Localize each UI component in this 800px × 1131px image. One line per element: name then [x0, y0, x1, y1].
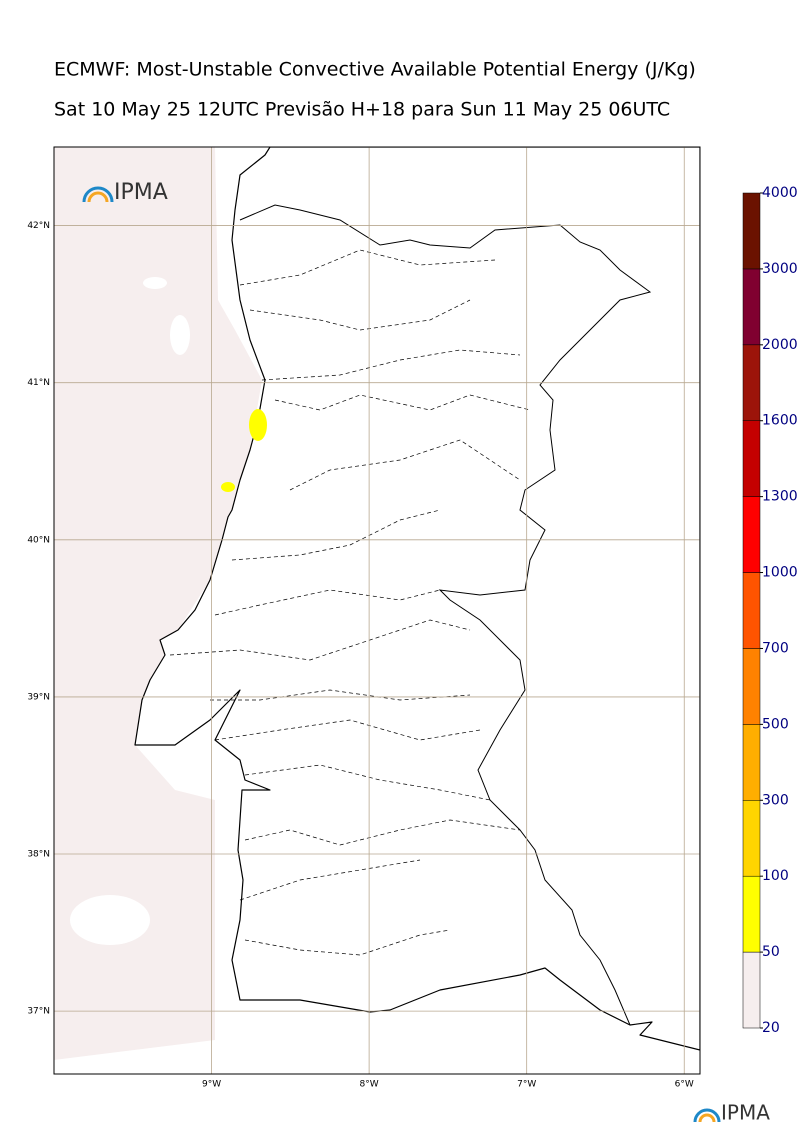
colorbar-segment [742, 192, 761, 270]
sea-patch [143, 277, 167, 289]
colorbar-segment [742, 344, 761, 421]
colorbar-label: 300 [762, 792, 789, 808]
colorbar-segment [742, 268, 761, 346]
lon-label: 9°W [202, 1080, 221, 1090]
colorbar-label: 1600 [762, 413, 798, 429]
map-subtitle: Sat 10 May 25 12UTC Previsão H+18 para S… [54, 99, 670, 121]
lon-label: 8°W [360, 1080, 379, 1090]
colorbar-label: 1000 [762, 565, 798, 581]
lat-label: 38°N [27, 850, 50, 860]
map-body [54, 147, 700, 1074]
logo: IPMA [82, 180, 168, 205]
colorbar-segment [742, 800, 761, 877]
lon-label: 7°W [517, 1080, 536, 1090]
colorbar-label: 50 [762, 944, 780, 960]
sea-patch [170, 315, 190, 355]
land [134, 147, 700, 1051]
colorbar-segment [742, 420, 761, 497]
logo: IPMA [693, 1101, 770, 1125]
sea-patch [70, 895, 150, 945]
colorbar-label: 4000 [762, 185, 798, 201]
lat-label: 40°N [27, 535, 50, 545]
district-borders [169, 249, 531, 956]
lat-label: 41°N [27, 378, 50, 388]
logo-text: IPMA [721, 1101, 770, 1125]
colorbar-segment [742, 875, 761, 953]
cape-shading [54, 147, 262, 1060]
lat-label: 37°N [27, 1007, 50, 1017]
colorbar-label: 500 [762, 716, 789, 732]
colorbar-segment [742, 496, 761, 573]
colorbar-segment [742, 572, 761, 649]
colorbar-segment [742, 724, 761, 801]
colorbar-segment [742, 951, 761, 1029]
cape-blob [221, 482, 235, 492]
colorbar-label: 2000 [762, 337, 798, 353]
map-title: ECMWF: Most-Unstable Convective Availabl… [54, 59, 696, 81]
colorbar-label: 100 [762, 868, 789, 884]
lat-label: 42°N [27, 221, 50, 231]
map-frame [53, 146, 701, 1075]
logo-text: IPMA [114, 180, 168, 205]
colorbar-label: 3000 [762, 261, 798, 277]
colorbar-segment [742, 648, 761, 725]
colorbar-label: 20 [762, 1020, 780, 1036]
colorbar-label: 1300 [762, 489, 798, 505]
colorbar-label: 700 [762, 640, 789, 656]
lon-label: 6°W [675, 1080, 694, 1090]
cape-blob [249, 409, 267, 441]
lat-label: 39°N [27, 692, 50, 702]
